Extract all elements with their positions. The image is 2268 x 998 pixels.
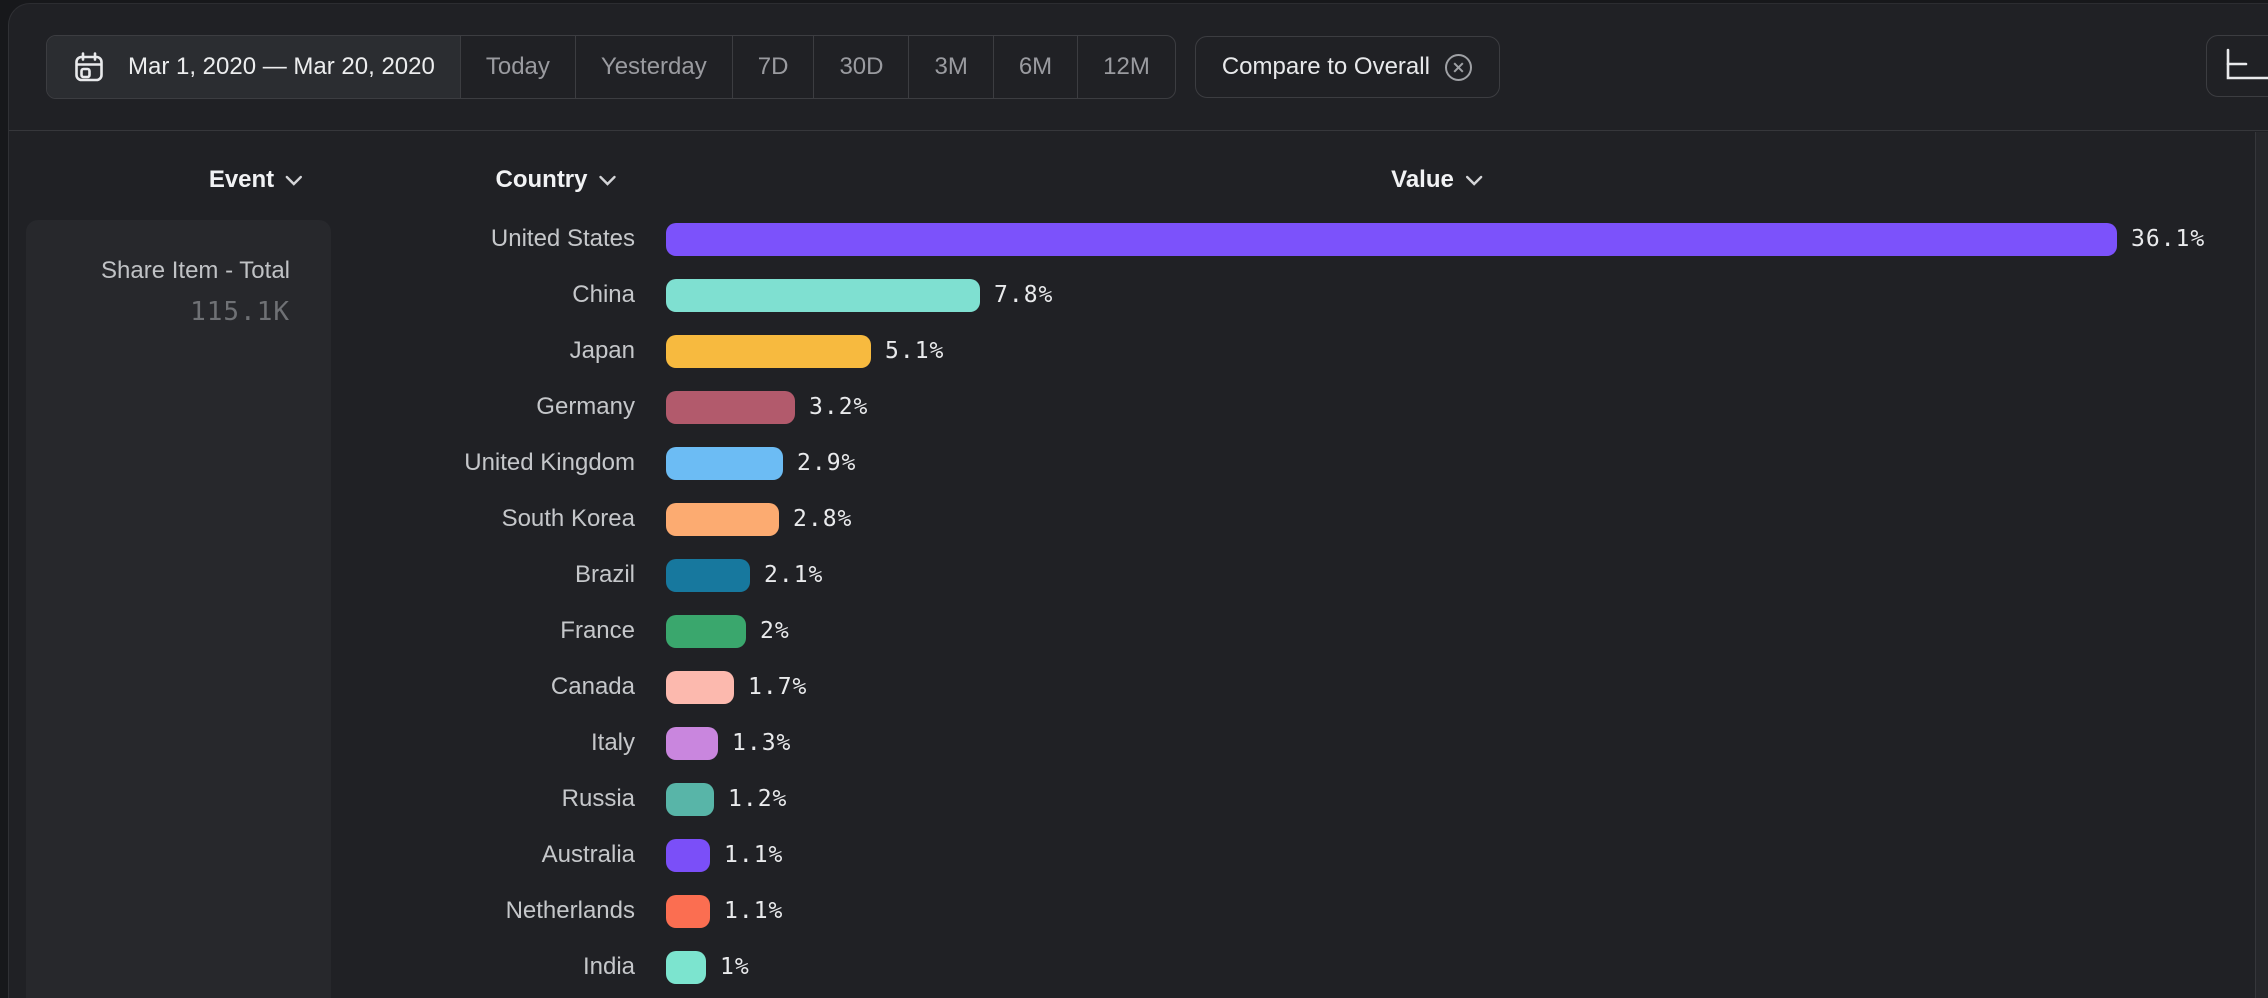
country-label: Germany bbox=[536, 393, 635, 420]
value-label: 2% bbox=[760, 618, 790, 644]
preset-button-30d[interactable]: 30D bbox=[813, 36, 908, 98]
country-label: Italy bbox=[590, 729, 635, 756]
value-header-label: Value bbox=[1391, 166, 1454, 193]
bar-segment[interactable] bbox=[666, 334, 871, 368]
chart-row: United Kingdom 2.9% bbox=[9, 435, 2255, 491]
bar-segment[interactable] bbox=[666, 726, 718, 760]
chart-type-button[interactable] bbox=[2206, 35, 2268, 97]
chart-row: Netherlands 1.1% bbox=[9, 883, 2255, 939]
preset-button-yesterday[interactable]: Yesterday bbox=[574, 36, 732, 98]
chart-row: United States 36.1% bbox=[9, 211, 2255, 267]
country-label: South Korea bbox=[501, 505, 635, 532]
country-label: France bbox=[560, 617, 635, 644]
value-label: 1% bbox=[720, 954, 750, 980]
column-header-event[interactable]: Event bbox=[209, 163, 303, 197]
value-label: 1.7% bbox=[748, 674, 808, 700]
country-header-label: Country bbox=[495, 166, 588, 193]
circle-x-icon[interactable] bbox=[1444, 53, 1473, 82]
value-label: 1.1% bbox=[724, 842, 784, 868]
event-name: Share Item - Total bbox=[101, 257, 290, 284]
compare-to-overall-button[interactable]: Compare to Overall bbox=[1194, 36, 1500, 98]
breakdown-table: Event Country Value Share Item - Total 1… bbox=[9, 132, 2268, 998]
date-range-control: Mar 1, 2020 — Mar 20, 2020 Today Yesterda… bbox=[46, 35, 1176, 99]
chart-row: France 2% bbox=[9, 603, 2255, 659]
value-label: 2.1% bbox=[764, 562, 824, 588]
value-label: 1.1% bbox=[724, 898, 784, 924]
country-label: United States bbox=[490, 225, 635, 252]
bar-segment[interactable] bbox=[666, 502, 779, 536]
bar-chart: United States 36.1% China 7.8% Japan 5.1% Germ… bbox=[9, 211, 2255, 995]
chevron-down-icon bbox=[599, 175, 617, 186]
bar-segment[interactable] bbox=[666, 390, 795, 424]
chart-row: India 1% bbox=[9, 939, 2255, 995]
country-label: Brazil bbox=[574, 561, 635, 588]
chart-row: South Korea 2.8% bbox=[9, 491, 2255, 547]
bar-segment[interactable] bbox=[666, 950, 706, 984]
preset-button-12m[interactable]: 12M bbox=[1077, 36, 1175, 98]
preset-button-today[interactable]: Today bbox=[459, 36, 575, 98]
bar-segment[interactable] bbox=[666, 894, 710, 928]
bar-segment[interactable] bbox=[666, 614, 746, 648]
bar-chart-icon bbox=[2224, 48, 2268, 84]
chevron-down-icon bbox=[285, 175, 303, 186]
app-panel: Mar 1, 2020 — Mar 20, 2020 Today Yesterda… bbox=[8, 3, 2268, 998]
chart-row: Japan 5.1% bbox=[9, 323, 2255, 379]
value-label: 5.1% bbox=[885, 338, 945, 364]
value-label: 2.8% bbox=[793, 506, 853, 532]
event-card[interactable]: Share Item - Total 115.1K bbox=[26, 220, 331, 998]
country-label: India bbox=[582, 953, 635, 980]
country-label: Australia bbox=[541, 841, 635, 868]
bar-segment[interactable] bbox=[666, 278, 980, 312]
bar-segment[interactable] bbox=[666, 782, 714, 816]
chart-row: Germany 3.2% bbox=[9, 379, 2255, 435]
chart-row: Canada 1.7% bbox=[9, 659, 2255, 715]
bar-segment[interactable] bbox=[666, 558, 750, 592]
date-range-label: Mar 1, 2020 — Mar 20, 2020 bbox=[128, 53, 435, 80]
event-header-label: Event bbox=[208, 166, 275, 193]
toolbar: Mar 1, 2020 — Mar 20, 2020 Today Yesterda… bbox=[9, 4, 2268, 131]
country-label: Netherlands bbox=[505, 897, 635, 924]
country-label: Japan bbox=[569, 337, 635, 364]
value-label: 3.2% bbox=[809, 394, 869, 420]
date-range-button[interactable]: Mar 1, 2020 — Mar 20, 2020 bbox=[47, 36, 460, 98]
value-label: 2.9% bbox=[797, 450, 857, 476]
country-label: Canada bbox=[550, 673, 635, 700]
chart-row: China 7.8% bbox=[9, 267, 2255, 323]
value-label: 1.2% bbox=[728, 786, 788, 812]
chart-row: Russia 1.2% bbox=[9, 771, 2255, 827]
preset-button-7d[interactable]: 7D bbox=[731, 36, 814, 98]
column-header-country[interactable]: Country bbox=[496, 163, 617, 197]
chart-row: Brazil 2.1% bbox=[9, 547, 2255, 603]
chart-row: Italy 1.3% bbox=[9, 715, 2255, 771]
bar-segment[interactable] bbox=[666, 222, 2117, 256]
country-label: United Kingdom bbox=[464, 449, 635, 476]
event-total: 115.1K bbox=[190, 297, 290, 327]
value-label: 7.8% bbox=[994, 282, 1054, 308]
bar-segment[interactable] bbox=[666, 670, 734, 704]
value-label: 36.1% bbox=[2131, 226, 2206, 252]
value-label: 1.3% bbox=[732, 730, 792, 756]
calendar-icon bbox=[72, 50, 106, 84]
chevron-down-icon bbox=[1465, 175, 1483, 186]
chart-row: Australia 1.1% bbox=[9, 827, 2255, 883]
country-label: Russia bbox=[561, 785, 635, 812]
preset-button-3m[interactable]: 3M bbox=[908, 36, 992, 98]
preset-button-6m[interactable]: 6M bbox=[992, 36, 1077, 98]
country-label: China bbox=[572, 281, 635, 308]
compare-label: Compare to Overall bbox=[1221, 53, 1430, 80]
column-header-value[interactable]: Value bbox=[1391, 163, 1483, 197]
right-panel-edge bbox=[2255, 132, 2268, 998]
bar-segment[interactable] bbox=[666, 838, 710, 872]
bar-segment[interactable] bbox=[666, 446, 783, 480]
